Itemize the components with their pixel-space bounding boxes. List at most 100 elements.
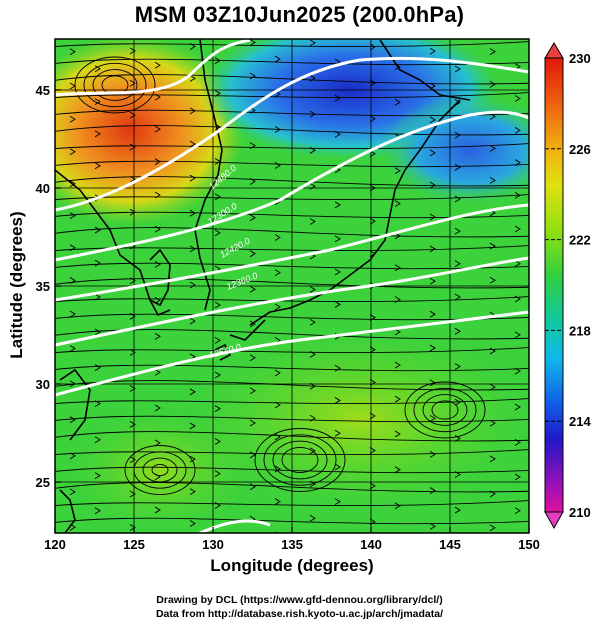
streamline-arrow [454,327,461,335]
streamline-arrow [214,193,221,201]
streamline-arrow [514,331,521,339]
streamline-arrow [369,43,376,51]
streamline-arrow [214,470,221,478]
streamline-arrow [429,415,436,422]
streamline-arrow [454,506,461,514]
streamline-arrow [69,148,76,156]
streamline-arrow [334,201,341,209]
y-tick-label: 25 [36,475,50,490]
streamline-arrow [154,369,161,376]
streamline-arrow [369,217,376,225]
streamline-arrow [369,346,376,354]
streamline-arrow [274,269,281,277]
streamline-arrow [429,47,436,55]
streamline-arrow [274,234,281,241]
streamline-arrow [489,242,496,250]
streamline [55,143,529,150]
streamline-arrow [214,123,221,131]
streamline-arrow [154,332,161,340]
streamline-arrow [249,354,256,362]
x-tick-label: 135 [281,537,303,552]
streamline-arrow [514,191,521,199]
vortex-streamline [422,394,468,426]
streamline-arrow [429,245,436,253]
streamline-arrow [489,383,496,391]
streamline-arrow [309,480,316,488]
streamline-arrow [394,395,401,403]
streamline-arrow [129,111,136,119]
streamline-arrow [454,195,461,203]
streamline [55,74,529,85]
streamline-arrow [429,116,436,124]
streamline-arrow [249,72,256,80]
streamline-arrow [154,225,161,233]
y-tick-label: 45 [36,83,50,98]
streamline-arrow [214,336,221,344]
streamline-arrow [214,502,221,509]
streamline-arrow [309,414,316,422]
streamline-arrow [454,227,461,235]
streamline-arrow [214,371,221,379]
streamline-arrow [154,439,161,447]
streamline [55,313,529,321]
streamline [55,92,529,99]
streamline-arrow [369,184,376,192]
streamline-arrow [394,167,401,175]
vortex-streamline [272,440,328,480]
streamline-arrow [274,465,281,473]
streamline-arrow [309,110,316,118]
streamline-arrow [129,79,136,87]
x-tick-label: 130 [202,537,224,552]
vortex-streamline [281,446,319,474]
streamline-arrow [429,82,436,90]
streamline-arrow [309,447,316,455]
streamline-arrow [189,75,196,82]
streamline-arrow [489,144,496,152]
streamline-arrow [514,225,521,233]
streamline-arrow [394,200,401,208]
streamline [55,364,529,372]
streamline-arrow [514,260,521,267]
streamline-arrow [189,245,196,253]
colorbar-label: 226 [569,142,591,157]
streamline-arrow [249,483,256,491]
streamline-arrow [429,310,436,318]
streamline-arrow [274,55,281,63]
streamline-arrow [69,416,76,424]
streamline-arrow [154,61,161,69]
streamline-arrow [154,93,161,101]
streamline-arrow [69,212,76,220]
streamline-arrow [189,422,196,430]
streamline-arrow [369,412,376,420]
streamline-arrow [129,524,136,531]
streamline-arrow [69,244,76,252]
streamline [55,58,529,66]
streamline-arrow [154,191,161,199]
streamline [55,278,529,289]
streamline-arrow [249,39,256,46]
streamline-arrow [514,439,521,446]
streamline [55,449,529,456]
streamline-arrow [429,344,436,352]
streamline-arrow [514,507,521,515]
streamline-arrow [154,296,161,304]
streamline-arrow [94,400,101,408]
colorbar-label: 214 [569,414,591,429]
streamline-arrow [274,198,281,206]
streamline-arrow [369,79,376,87]
streamline-arrow [334,364,341,372]
streamline-arrow [94,293,101,301]
streamline [55,160,529,168]
streamline [55,329,529,340]
streamline-arrow [274,303,281,311]
vortex-streamline [92,69,138,101]
streamline-arrow [249,320,256,328]
streamline-arrow [69,452,76,460]
streamline-arrow [334,301,341,308]
x-tick-label: 150 [518,537,540,552]
streamline-arrow [214,57,221,65]
streamline-arrow [489,455,496,463]
streamline-arrow [154,158,161,166]
streamline-arrow [214,438,221,445]
colorbar-label: 230 [569,51,591,66]
